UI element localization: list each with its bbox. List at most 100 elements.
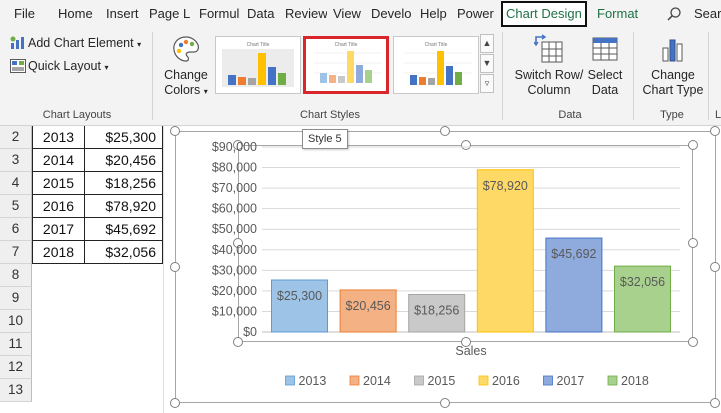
tab-file[interactable]: File	[14, 6, 35, 21]
row-header-3[interactable]: 3	[0, 149, 32, 172]
thumb-title: Chart Title	[247, 42, 270, 48]
tab-home[interactable]: Home	[58, 6, 93, 21]
row-header-11[interactable]: 11	[0, 333, 32, 356]
row-header-6[interactable]: 6	[0, 218, 32, 241]
row-header-13[interactable]: 13	[0, 379, 32, 402]
chart-style-preview: Chart Title	[404, 42, 472, 85]
plot-area[interactable]	[238, 145, 693, 342]
group-label-chart-layouts: Chart Layouts	[42, 109, 112, 121]
select-data-icon	[592, 37, 618, 61]
row-header-5[interactable]: 5	[0, 195, 32, 218]
row-header-8[interactable]: 8	[0, 264, 32, 287]
chevron-down-icon: ▼	[482, 58, 492, 68]
search-box[interactable]: Sear	[666, 0, 721, 28]
cell-sales[interactable]: $32,056	[85, 241, 163, 264]
change-chart-type-button[interactable]: Change Chart Type	[641, 34, 705, 98]
cell-sales[interactable]: $18,256	[85, 172, 163, 195]
cell-year[interactable]: 2013	[32, 126, 85, 149]
chart-resize-handle[interactable]	[440, 126, 450, 136]
search-label: Sear	[694, 6, 721, 21]
tab-page-layout[interactable]: Page L	[149, 6, 191, 21]
group-divider	[633, 32, 634, 120]
row-header-9[interactable]: 9	[0, 287, 32, 310]
quick-layout-label: Quick Layout	[28, 59, 101, 73]
tab-format[interactable]: Format	[597, 6, 639, 21]
cell-sales[interactable]: $78,920	[85, 195, 163, 218]
styles-scroll-up-button[interactable]: ▲	[480, 34, 494, 53]
group-divider	[708, 32, 709, 120]
styles-more-button[interactable]: ▿	[480, 74, 494, 93]
chart-style-thumbnail-6[interactable]: Chart Title	[393, 36, 479, 94]
styles-scroll-down-button[interactable]: ▼	[480, 54, 494, 73]
cell-year[interactable]: 2015	[32, 172, 85, 195]
change-colors-label-1: Change	[164, 68, 208, 82]
chart-resize-handle[interactable]	[170, 126, 180, 136]
group-label-chart-styles: Chart Styles	[300, 109, 360, 121]
cell-sales[interactable]: $25,300	[85, 126, 163, 149]
select-data-label-1: Select	[587, 68, 623, 82]
tab-formulas[interactable]: Formul	[199, 6, 240, 21]
ribbon-tab-bar: File Home Insert Page L Formul Data Revi…	[0, 0, 721, 28]
tab-chart-design[interactable]: Chart Design	[501, 1, 587, 27]
group-label-location-partial: L	[714, 109, 721, 121]
column-gridline	[163, 126, 164, 413]
switch-row-column-label-1: Switch Row/	[514, 68, 584, 82]
tab-developer[interactable]: Develo	[371, 6, 412, 21]
quick-layout-button[interactable]: Quick Layout ▾	[10, 56, 120, 76]
group-label-data: Data	[558, 109, 582, 121]
plot-resize-handle[interactable]	[688, 140, 698, 150]
tab-view[interactable]: View	[333, 6, 361, 21]
plot-resize-handle[interactable]	[233, 238, 243, 248]
cell-year[interactable]: 2018	[32, 241, 85, 264]
row-header-2[interactable]: 2	[0, 126, 32, 149]
palette-icon	[173, 36, 199, 62]
tab-review[interactable]: Review	[285, 6, 327, 21]
tab-insert[interactable]: Insert	[106, 6, 139, 21]
add-chart-element-label: Add Chart Element	[28, 36, 134, 50]
switch-row-column-icon	[534, 34, 563, 63]
row-header-12[interactable]: 12	[0, 356, 32, 379]
chart-resize-handle[interactable]	[170, 262, 180, 272]
style-tooltip: Style 5	[302, 129, 348, 149]
plot-resize-handle[interactable]	[688, 337, 698, 347]
chevron-down-icon: ▾	[137, 40, 142, 49]
select-data-label-2: Data	[591, 83, 619, 97]
chevron-up-icon: ▲	[482, 38, 492, 48]
thumb-title: Chart Title	[425, 42, 448, 48]
more-icon: ▿	[484, 78, 490, 88]
chart-resize-handle[interactable]	[710, 398, 720, 408]
chart-resize-handle[interactable]	[170, 398, 180, 408]
tab-power[interactable]: Power	[457, 6, 494, 21]
cell-year[interactable]: 2014	[32, 149, 85, 172]
add-chart-element-icon	[10, 36, 24, 49]
plot-resize-handle[interactable]	[461, 140, 471, 150]
row-header-4[interactable]: 4	[0, 172, 32, 195]
chart-resize-handle[interactable]	[710, 262, 720, 272]
chart-style-thumbnail-5-selected[interactable]: Chart Title	[303, 36, 389, 94]
row-header-7[interactable]: 7	[0, 241, 32, 264]
plot-resize-handle[interactable]	[461, 337, 471, 347]
change-chart-type-icon	[662, 39, 683, 62]
plot-resize-handle[interactable]	[233, 337, 243, 347]
plot-resize-handle[interactable]	[233, 140, 243, 150]
tab-help[interactable]: Help	[420, 6, 447, 21]
cell-year[interactable]: 2017	[32, 218, 85, 241]
chart-resize-handle[interactable]	[440, 398, 450, 408]
search-icon	[667, 7, 681, 21]
chart-resize-handle[interactable]	[710, 126, 720, 136]
select-data-button[interactable]: Select Data	[586, 34, 624, 98]
cell-year[interactable]: 2016	[32, 195, 85, 218]
cell-sales[interactable]: $20,456	[85, 149, 163, 172]
change-colors-button[interactable]: Change Colors ▾	[160, 34, 212, 99]
chevron-down-icon: ▾	[203, 87, 208, 96]
switch-row-column-button[interactable]: Switch Row/ Column	[510, 34, 588, 98]
chart-style-thumbnail-1[interactable]: Chart Title	[215, 36, 301, 94]
group-divider	[152, 32, 153, 120]
chevron-down-icon: ▾	[104, 63, 109, 72]
plot-resize-handle[interactable]	[688, 238, 698, 248]
cell-sales[interactable]: $45,692	[85, 218, 163, 241]
ribbon: Add Chart Element ▾ Quick Layout ▾ Chart…	[0, 28, 721, 126]
tab-data[interactable]: Data	[247, 6, 275, 21]
row-header-10[interactable]: 10	[0, 310, 32, 333]
add-chart-element-button[interactable]: Add Chart Element ▾	[10, 33, 150, 53]
